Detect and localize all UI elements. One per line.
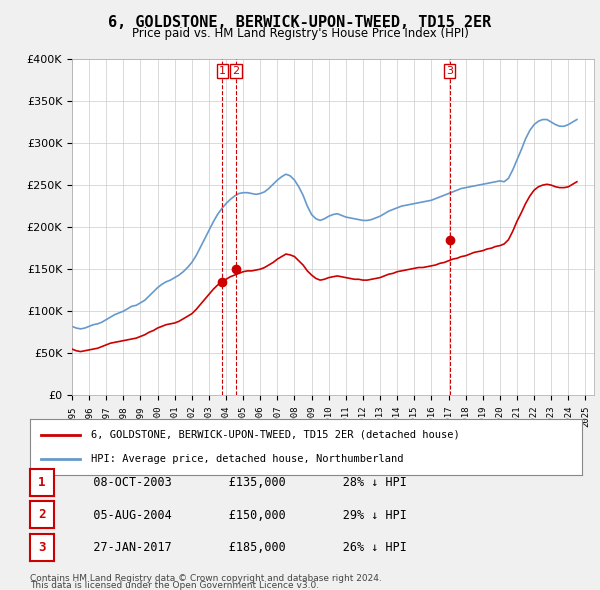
Text: Contains HM Land Registry data © Crown copyright and database right 2024.: Contains HM Land Registry data © Crown c… [30, 574, 382, 583]
Text: This data is licensed under the Open Government Licence v3.0.: This data is licensed under the Open Gov… [30, 581, 319, 590]
Text: 1: 1 [219, 65, 226, 76]
Text: Price paid vs. HM Land Registry's House Price Index (HPI): Price paid vs. HM Land Registry's House … [131, 27, 469, 40]
Text: 1: 1 [38, 476, 46, 489]
Text: 3: 3 [446, 65, 453, 76]
Text: 6, GOLDSTONE, BERWICK-UPON-TWEED, TD15 2ER (detached house): 6, GOLDSTONE, BERWICK-UPON-TWEED, TD15 2… [91, 430, 460, 440]
Text: 3: 3 [38, 540, 46, 554]
Text: 2: 2 [38, 508, 46, 522]
Text: 05-AUG-2004        £150,000        29% ↓ HPI: 05-AUG-2004 £150,000 29% ↓ HPI [72, 509, 407, 522]
Text: 08-OCT-2003        £135,000        28% ↓ HPI: 08-OCT-2003 £135,000 28% ↓ HPI [72, 476, 407, 489]
Text: 2: 2 [233, 65, 239, 76]
Text: HPI: Average price, detached house, Northumberland: HPI: Average price, detached house, Nort… [91, 454, 403, 464]
Text: 6, GOLDSTONE, BERWICK-UPON-TWEED, TD15 2ER: 6, GOLDSTONE, BERWICK-UPON-TWEED, TD15 2… [109, 15, 491, 30]
Text: 27-JAN-2017        £185,000        26% ↓ HPI: 27-JAN-2017 £185,000 26% ↓ HPI [72, 541, 407, 554]
